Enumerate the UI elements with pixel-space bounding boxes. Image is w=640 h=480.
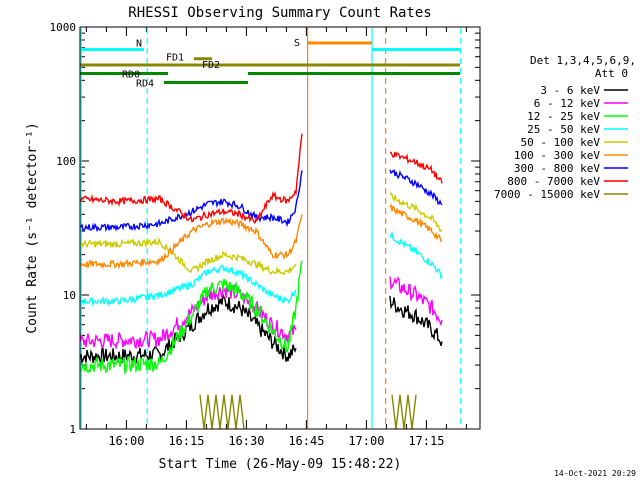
series-line [79,214,303,270]
series-line [391,394,417,430]
x-tick-label: 16:00 [108,434,144,448]
series-line [389,169,443,206]
footer-timestamp: 14-Oct-2021 20:29 [554,469,636,478]
legend-label: 12 - 25 keV [527,110,600,123]
series-line [389,230,443,280]
series-line [389,276,443,327]
series-line [79,260,303,375]
plot-frame [79,26,481,430]
series-line [389,295,443,346]
y-tick-label: 10 [63,289,76,302]
flag-label-fd1: FD1 [166,53,184,64]
legend-label: 50 - 100 keV [521,136,601,149]
x-tick-label: 17:00 [348,434,384,448]
series-line [79,170,303,233]
plot-area: 1 10 100 1000 16:00 16:15 16:30 16:45 17:00 17:15… [50,21,480,448]
legend-label: 3 - 6 keV [540,84,600,97]
y-tick-label: 1000 [50,21,77,34]
series-line [389,192,443,233]
x-tick-label: 16:15 [168,434,204,448]
legend-label: 7000 - 15000 keV [494,188,600,201]
legend-label: 300 - 800 keV [514,162,600,175]
x-tick-label: 17:15 [408,434,444,448]
series-line [79,236,297,275]
legend-label: 6 - 12 keV [534,97,601,110]
series-line [79,264,297,308]
flag-label-n: N [136,38,142,49]
series-line [390,151,443,184]
y-axis-label: Count Rate (s⁻¹ detector⁻¹) [25,122,40,333]
y-tick-label: 100 [56,155,76,168]
legend-header-line2: Att 0 [595,67,628,80]
legend-label: 100 - 300 keV [514,149,600,162]
chart-title: RHESSI Observing Summary Count Rates [128,5,431,21]
series-line [199,394,245,430]
legend-label: 800 - 7000 keV [507,175,600,188]
x-tick-label: 16:30 [228,434,264,448]
flag-label-rd4: RD4 [136,79,154,90]
y-tick-label: 1 [69,423,76,436]
flag-label-s: S [294,38,300,49]
flag-label-fd2: FD2 [202,60,220,71]
x-axis-label: Start Time (26-May-09 15:48:22) [159,457,402,472]
legend-label: 25 - 50 keV [527,123,600,136]
x-tick-label: 16:45 [288,434,324,448]
legend-header-line1: Det 1,3,4,5,6,9, [530,54,636,67]
series-line [79,133,303,224]
series-line [389,203,443,243]
flag-label-rd0: RD0 [122,69,140,80]
series-line [79,294,297,366]
